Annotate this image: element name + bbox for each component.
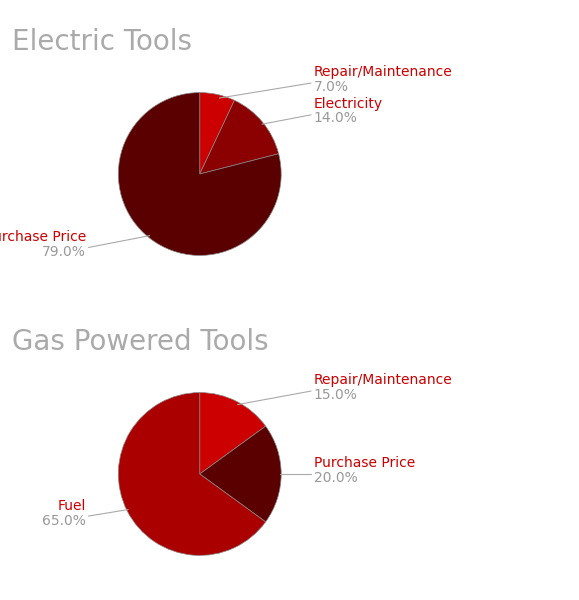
Wedge shape — [118, 92, 281, 256]
Text: Repair/Maintenance: Repair/Maintenance — [314, 373, 453, 387]
Wedge shape — [118, 392, 266, 556]
Text: 7.0%: 7.0% — [314, 80, 349, 94]
Text: Purchase Price: Purchase Price — [0, 230, 86, 244]
Text: Gas Powered Tools: Gas Powered Tools — [12, 328, 268, 356]
Text: 20.0%: 20.0% — [314, 471, 357, 485]
Text: 14.0%: 14.0% — [314, 112, 358, 125]
Text: Electric Tools: Electric Tools — [12, 28, 192, 56]
Text: Electricity: Electricity — [314, 97, 383, 111]
Wedge shape — [200, 426, 281, 522]
Text: Repair/Maintenance: Repair/Maintenance — [314, 65, 453, 79]
Text: Purchase Price: Purchase Price — [314, 457, 415, 470]
Wedge shape — [200, 100, 278, 174]
Text: 15.0%: 15.0% — [314, 388, 358, 401]
Wedge shape — [200, 392, 266, 474]
Text: Fuel: Fuel — [57, 499, 86, 513]
Text: 65.0%: 65.0% — [42, 514, 86, 527]
Wedge shape — [200, 92, 234, 174]
Text: 79.0%: 79.0% — [42, 245, 86, 259]
